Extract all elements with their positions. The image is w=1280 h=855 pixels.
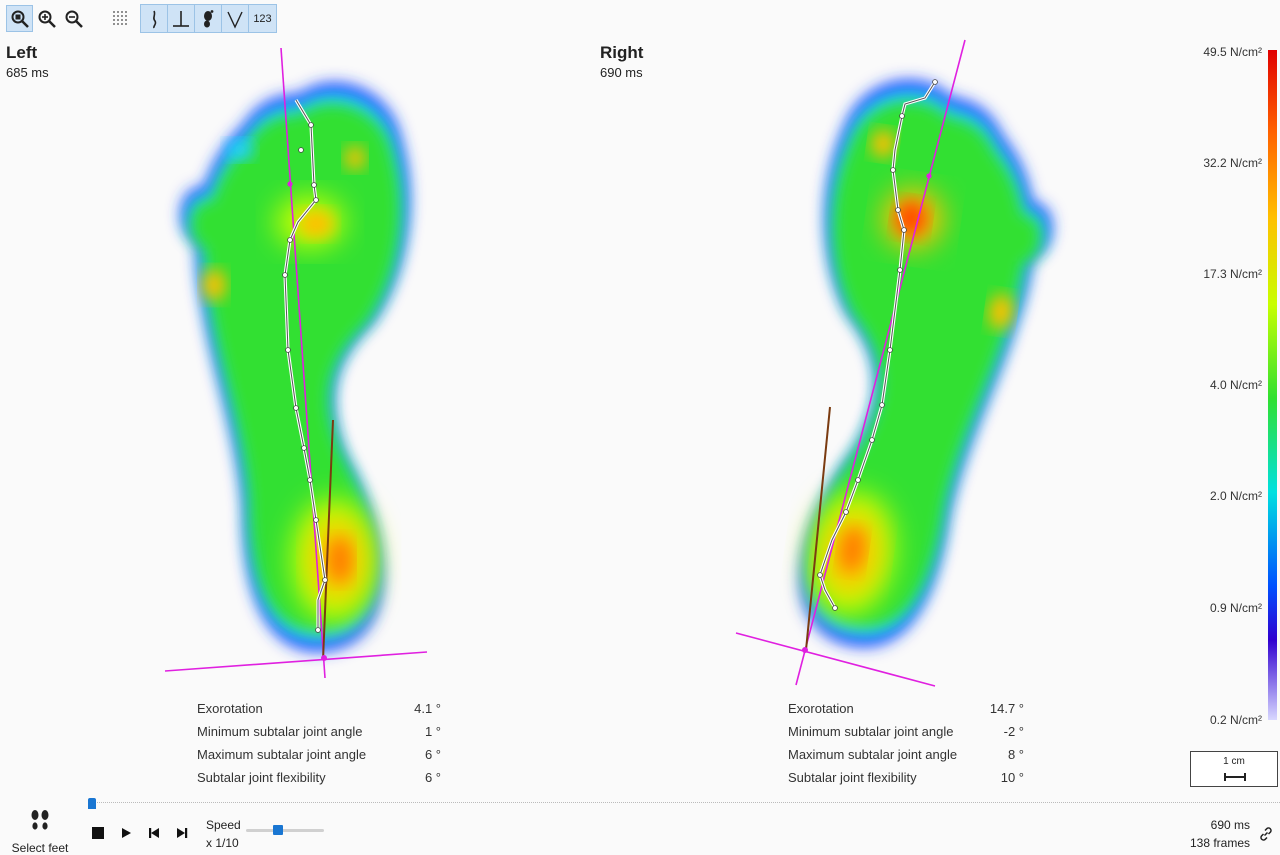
stat-row-flexibility: Subtalar joint flexibility 10 ° [788, 770, 1024, 785]
numbers-toggle[interactable]: 123 [249, 5, 276, 32]
left-foot-base-line [164, 651, 428, 672]
right-foot-base-line [735, 632, 936, 687]
right-stats-table: Exorotation 14.7 ° Minimum subtalar joint… [788, 697, 1024, 789]
stat-row-max-subtalar: Maximum subtalar joint angle 8 ° [788, 747, 1024, 762]
previous-frame-button[interactable] [146, 825, 162, 841]
zoom-in-icon [38, 10, 56, 28]
scale-indicator: 1 cm [1190, 751, 1278, 787]
select-feet-label: Select feet [11, 841, 69, 855]
legend-label: 17.3 N/cm² [1203, 267, 1262, 281]
next-frame-button[interactable] [174, 825, 190, 841]
right-foot-title: Right [600, 43, 644, 62]
foot-print-icon [204, 9, 214, 27]
axis-toggle[interactable] [168, 5, 195, 32]
link-icon[interactable] [1258, 826, 1274, 842]
right-foot-axis-line [795, 39, 966, 686]
left-heel-line [322, 419, 334, 661]
left-stats-table: Exorotation 4.1 ° Minimum subtalar joint … [197, 697, 441, 789]
stop-button[interactable] [90, 825, 106, 841]
stat-row-min-subtalar: Minimum subtalar joint angle -2 ° [788, 724, 1024, 739]
current-time: 690 ms [1210, 818, 1250, 832]
stat-row-max-subtalar: Maximum subtalar joint angle 6 ° [197, 747, 441, 762]
foot-line-icon [153, 10, 157, 28]
zoom-select-button[interactable] [6, 5, 33, 32]
speed-track[interactable] [246, 829, 324, 832]
legend-label: 49.5 N/cm² [1203, 45, 1262, 59]
cop-line-toggle[interactable] [141, 5, 168, 32]
legend-label: 0.9 N/cm² [1209, 601, 1262, 615]
left-foot-axis-line [280, 47, 326, 679]
grid-toggle-button[interactable] [107, 5, 134, 32]
speed-slider[interactable] [246, 825, 324, 835]
stat-row-flexibility: Subtalar joint flexibility 6 ° [197, 770, 441, 785]
zoom-out-button[interactable] [60, 5, 87, 32]
skip-back-icon [149, 828, 159, 838]
timeline-slider[interactable] [88, 798, 1280, 809]
left-foot-time: 685 ms [6, 65, 49, 80]
scale-bar [1224, 773, 1246, 781]
stat-row-exorotation: Exorotation 14.7 ° [788, 701, 1024, 716]
right-cop-points [817, 79, 938, 611]
frame-count: 138 frames [1189, 836, 1250, 850]
stat-row-exorotation: Exorotation 4.1 ° [197, 701, 441, 716]
speed-thumb[interactable] [273, 825, 283, 835]
stat-row-min-subtalar: Minimum subtalar joint angle 1 ° [197, 724, 441, 739]
speed-value: x 1/10 [206, 836, 239, 850]
right-foot-pressure-map [765, 71, 1069, 665]
legend-label: 0.2 N/cm² [1209, 713, 1262, 727]
play-icon [122, 828, 131, 838]
zoom-in-button[interactable] [33, 5, 60, 32]
left-foot-title: Left [6, 43, 38, 62]
zoom-out-icon [65, 10, 83, 28]
stop-icon [92, 827, 104, 839]
feet-icon [31, 810, 49, 830]
foot-outline-toggle[interactable] [195, 5, 222, 32]
zoom-select-icon [11, 10, 29, 28]
overlay-toggle-group: 123 [140, 4, 277, 33]
grid-dots-icon [112, 10, 127, 25]
toolbar: 123 [6, 4, 277, 33]
perpendicular-icon [173, 10, 189, 27]
angle-icon [227, 11, 243, 29]
timeline-track[interactable] [88, 802, 1280, 806]
speed-label: Speed [206, 818, 241, 832]
right-heel-line [805, 406, 831, 651]
right-foot-time: 690 ms [600, 65, 643, 80]
timeline-handle[interactable] [88, 798, 96, 809]
pressure-color-scale [1268, 50, 1277, 720]
play-button[interactable] [118, 825, 134, 841]
pressure-plot[interactable] [0, 0, 1180, 700]
angle-toggle[interactable] [222, 5, 249, 32]
legend-label: 4.0 N/cm² [1209, 378, 1262, 392]
legend-label: 32.2 N/cm² [1203, 156, 1262, 170]
left-cop-points [282, 122, 328, 633]
left-foot-pressure-map [182, 83, 409, 651]
numbers-icon: 123 [253, 12, 272, 25]
scale-label: 1 cm [1223, 756, 1245, 767]
skip-forward-icon [177, 828, 188, 838]
legend-label: 2.0 N/cm² [1209, 489, 1262, 503]
select-feet-button[interactable]: Select feet [8, 806, 72, 855]
